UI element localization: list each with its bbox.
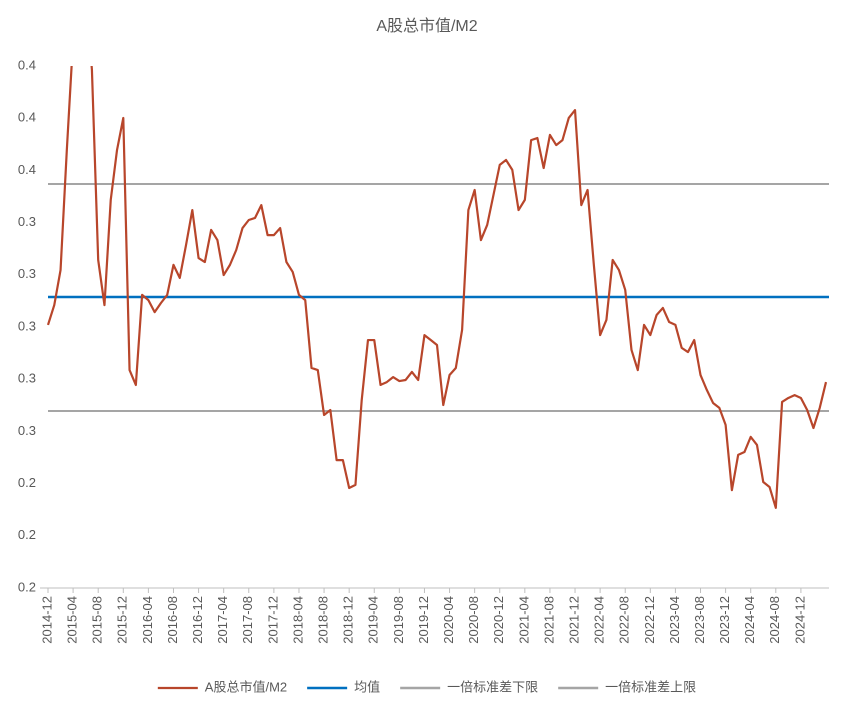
- x-tick-label: 2018-12: [341, 596, 356, 644]
- x-tick-label: 2019-12: [416, 596, 431, 644]
- chart-title: A股总市值/M2: [376, 17, 477, 35]
- x-tick-label: 2024-04: [742, 596, 757, 644]
- legend-label: 一倍标准差上限: [605, 679, 696, 694]
- data-line: [46, 66, 828, 509]
- x-tick-label: 2015-08: [90, 596, 105, 644]
- x-tick-label: 2021-08: [541, 596, 556, 644]
- x-tick-label: 2020-04: [441, 596, 456, 644]
- x-tick-label: 2017-12: [265, 596, 280, 644]
- y-tick-label: 0.2: [18, 527, 36, 542]
- y-tick-label: 0.3: [18, 318, 36, 333]
- x-tick-label: 2022-04: [592, 596, 607, 644]
- y-tick-label: 0.3: [18, 371, 36, 386]
- x-tick-label: 2022-08: [617, 596, 632, 644]
- y-tick-label: 0.3: [18, 423, 36, 438]
- x-tick-label: 2017-08: [240, 596, 255, 644]
- y-tick-label: 0.3: [18, 214, 36, 229]
- x-tick-label: 2023-04: [667, 596, 682, 644]
- x-tick-label: 2016-04: [140, 596, 155, 644]
- series-group: [46, 66, 828, 509]
- x-tick-label: 2023-08: [692, 596, 707, 644]
- x-tick-label: 2022-12: [642, 596, 657, 644]
- x-tick-label: 2021-12: [566, 596, 581, 644]
- x-tick-label: 2021-04: [516, 596, 531, 644]
- legend-label: 一倍标准差下限: [447, 679, 538, 694]
- x-tick-label: 2015-04: [65, 596, 80, 644]
- x-tick-label: 2015-12: [115, 596, 130, 644]
- y-tick-label: 0.2: [18, 475, 36, 490]
- y-tick-label: 0.4: [18, 162, 36, 177]
- legend-label: A股总市值/M2: [205, 679, 287, 694]
- x-tick-label: 2024-12: [792, 596, 807, 644]
- y-tick-label: 0.4: [18, 57, 36, 72]
- x-tick-label: 2016-08: [165, 596, 180, 644]
- x-tick-label: 2017-04: [215, 596, 230, 644]
- x-tick-label: 2024-08: [767, 596, 782, 644]
- x-tick-label: 2023-12: [717, 596, 732, 644]
- x-tick-label: 2014-12: [39, 596, 54, 644]
- x-tick-label: 2020-12: [491, 596, 506, 644]
- x-tick-label: 2019-08: [391, 596, 406, 644]
- y-tick-label: 0.3: [18, 266, 36, 281]
- legend-label: 均值: [354, 679, 380, 694]
- x-tick-label: 2020-08: [466, 596, 481, 644]
- x-tick-label: 2016-12: [190, 596, 205, 644]
- x-tick-label: 2019-04: [366, 596, 381, 644]
- x-tick-label: 2018-08: [316, 596, 331, 644]
- y-tick-label: 0.2: [18, 579, 36, 594]
- x-tick-label: 2018-04: [290, 596, 305, 644]
- legend: A股总市值/M2 均值 一倍标准差下限 一倍标准差上限: [157, 679, 696, 694]
- y-tick-label: 0.4: [18, 110, 36, 125]
